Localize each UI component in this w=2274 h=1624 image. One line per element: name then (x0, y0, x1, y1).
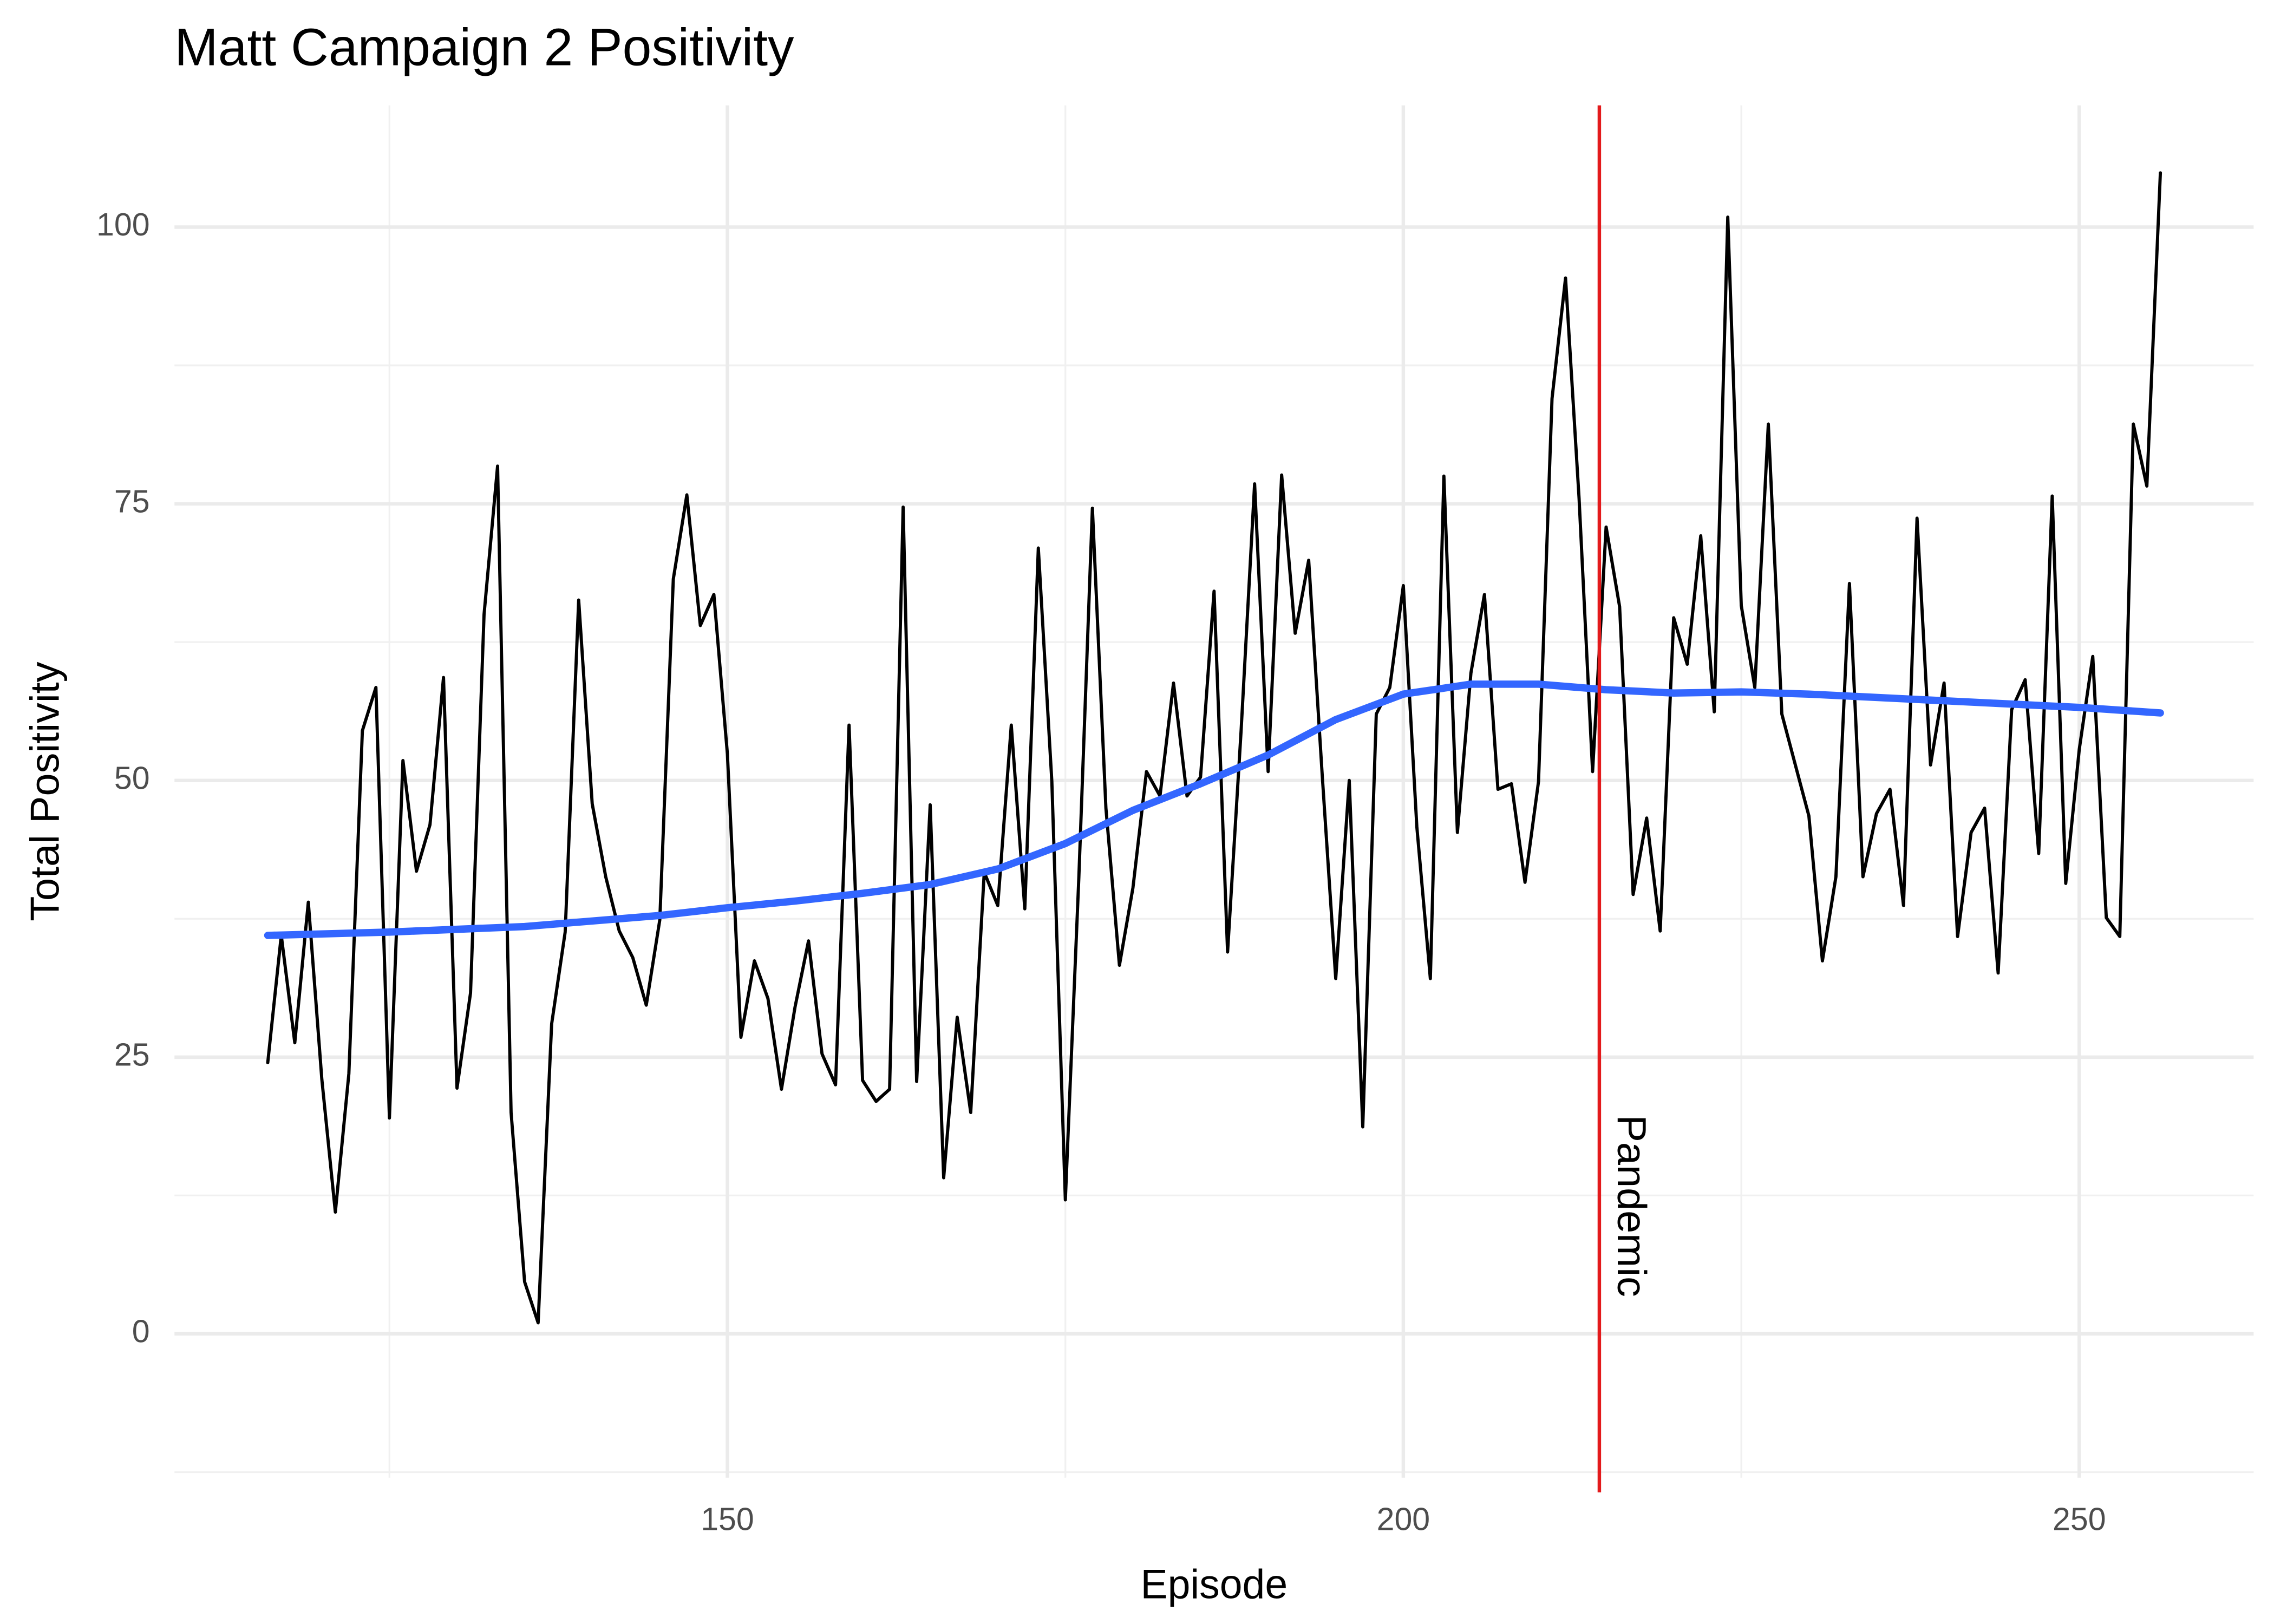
reference-label: Pandemic (1609, 1115, 1655, 1296)
x-axis-label: Episode (1140, 1561, 1288, 1607)
series-line (264, 680, 2164, 939)
y-tick-label: 50 (114, 759, 150, 796)
chart-title: Matt Campaign 2 Positivity (174, 17, 794, 76)
y-tick-label: 25 (114, 1036, 150, 1072)
x-tick-label: 250 (2053, 1501, 2106, 1537)
y-tick-label: 75 (114, 483, 150, 519)
y-tick-label: 0 (132, 1313, 150, 1349)
y-axis-label: Total Positivity (22, 662, 68, 921)
series-line (266, 171, 2162, 1325)
x-tick-label: 150 (701, 1501, 754, 1537)
y-tick-label: 100 (96, 206, 150, 243)
x-tick-label: 200 (1377, 1501, 1430, 1537)
